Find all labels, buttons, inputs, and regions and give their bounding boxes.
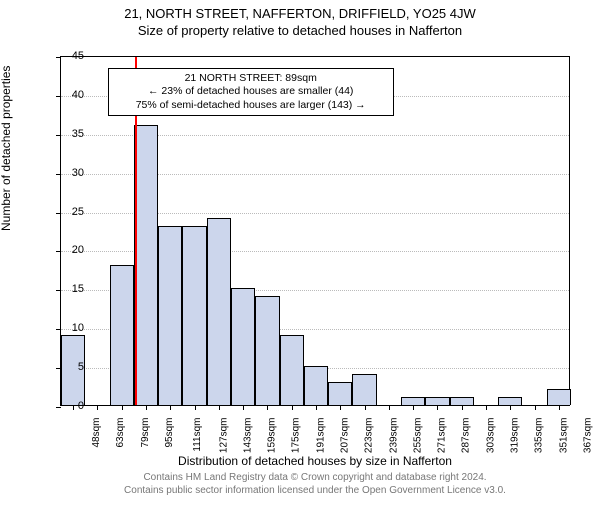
footer-attribution: Contains HM Land Registry data © Crown c…: [60, 472, 570, 497]
histogram-bar: [207, 218, 231, 405]
ytick-label: 45: [54, 50, 84, 62]
xtick-label: 335sqm: [534, 418, 545, 454]
xtick-label: 159sqm: [267, 418, 278, 454]
histogram-bar: [425, 397, 449, 405]
xtick-mark: [462, 405, 463, 410]
xtick-mark: [559, 405, 560, 410]
histogram-bar: [328, 382, 352, 405]
y-axis-label: Number of detached properties: [0, 66, 13, 231]
ytick-label: 20: [54, 244, 84, 256]
ytick-label: 0: [54, 400, 84, 412]
ytick-label: 15: [54, 283, 84, 295]
xtick-mark: [195, 405, 196, 410]
plot-area: 21 NORTH STREET: 89sqm← 23% of detached …: [60, 56, 570, 406]
ytick-label: 40: [54, 89, 84, 101]
xtick-label: 191sqm: [315, 418, 326, 454]
xtick-mark: [413, 405, 414, 410]
xtick-label: 48sqm: [91, 418, 102, 448]
histogram-bar: [280, 335, 304, 405]
ytick-label: 25: [54, 206, 84, 218]
xtick-label: 271sqm: [437, 418, 448, 454]
callout-box: 21 NORTH STREET: 89sqm← 23% of detached …: [108, 68, 394, 117]
xtick-mark: [243, 405, 244, 410]
xtick-mark: [510, 405, 511, 410]
xtick-mark: [97, 405, 98, 410]
xtick-mark: [146, 405, 147, 410]
xtick-label: 175sqm: [291, 418, 302, 454]
xtick-label: 367sqm: [582, 418, 593, 454]
xtick-mark: [170, 405, 171, 410]
xtick-mark: [486, 405, 487, 410]
xtick-label: 239sqm: [388, 418, 399, 454]
xtick-label: 207sqm: [340, 418, 351, 454]
xtick-mark: [292, 405, 293, 410]
histogram-bar: [158, 226, 182, 405]
footer-line2: Contains public sector information licen…: [60, 485, 570, 498]
callout-line3: 75% of semi-detached houses are larger (…: [115, 99, 387, 113]
xtick-mark: [437, 405, 438, 410]
xtick-mark: [389, 405, 390, 410]
ytick-label: 5: [54, 361, 84, 373]
xtick-mark: [535, 405, 536, 410]
ytick-label: 35: [54, 128, 84, 140]
chart-title-line2: Size of property relative to detached ho…: [0, 23, 600, 38]
xtick-label: 79sqm: [140, 418, 151, 448]
histogram-bar: [255, 296, 279, 405]
x-axis-label: Distribution of detached houses by size …: [60, 454, 570, 468]
callout-line1: 21 NORTH STREET: 89sqm: [115, 72, 387, 86]
xtick-label: 63sqm: [115, 418, 126, 448]
histogram-bar: [110, 265, 134, 405]
histogram-bar: [401, 397, 425, 405]
ytick-label: 10: [54, 322, 84, 334]
xtick-label: 319sqm: [510, 418, 521, 454]
callout-line2: ← 23% of detached houses are smaller (44…: [115, 85, 387, 99]
xtick-mark: [219, 405, 220, 410]
histogram-bar: [182, 226, 206, 405]
xtick-mark: [122, 405, 123, 410]
histogram-bar: [134, 125, 158, 405]
histogram-bar: [450, 397, 474, 405]
xtick-mark: [365, 405, 366, 410]
xtick-mark: [316, 405, 317, 410]
xtick-label: 303sqm: [485, 418, 496, 454]
histogram-bar: [304, 366, 328, 405]
xtick-mark: [340, 405, 341, 410]
xtick-label: 111sqm: [192, 418, 203, 452]
xtick-label: 143sqm: [242, 418, 253, 454]
xtick-label: 351sqm: [558, 418, 569, 454]
histogram-bar: [231, 288, 255, 405]
histogram-bar: [498, 397, 522, 405]
xtick-label: 127sqm: [218, 418, 229, 454]
chart-title-line1: 21, NORTH STREET, NAFFERTON, DRIFFIELD, …: [0, 6, 600, 21]
xtick-label: 287sqm: [461, 418, 472, 454]
xtick-label: 95sqm: [164, 418, 175, 448]
xtick-label: 255sqm: [412, 418, 423, 454]
histogram-bar: [352, 374, 376, 405]
xtick-mark: [267, 405, 268, 410]
histogram-bar: [547, 389, 571, 405]
ytick-label: 30: [54, 167, 84, 179]
footer-line1: Contains HM Land Registry data © Crown c…: [60, 472, 570, 485]
xtick-label: 223sqm: [364, 418, 375, 454]
